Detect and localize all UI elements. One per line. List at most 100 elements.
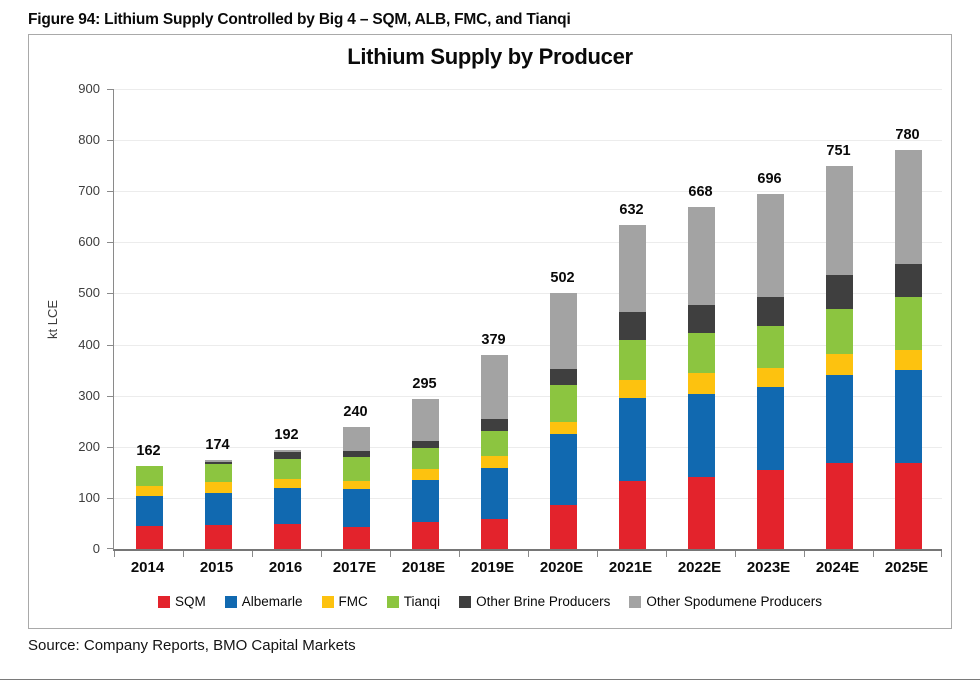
bar-stack-2023e (756, 194, 784, 549)
bar-segment-tianqi (825, 309, 853, 354)
legend-swatch (629, 595, 642, 608)
bar-segment-fmc (687, 373, 715, 394)
x-axis-tick (321, 551, 322, 557)
bar-segment-tianqi (342, 457, 370, 481)
legend-item-sqm: SQM (158, 594, 206, 609)
bar-segment-fmc (618, 380, 646, 398)
bar-stack-2017e (342, 427, 370, 549)
bar-stack-2024e (825, 166, 853, 549)
x-axis-tick-label: 2017E (332, 559, 377, 576)
bar-segment-albemarle (480, 468, 508, 519)
x-axis-tick (873, 551, 874, 557)
bar-segment-albemarle (825, 375, 853, 463)
bar-segment-tianqi (618, 340, 646, 380)
legend-label: SQM (175, 594, 206, 609)
bar-total-label: 751 (826, 143, 851, 159)
gridline-600 (114, 242, 942, 244)
bar-segment-sqm (894, 463, 922, 549)
x-axis-tick (804, 551, 805, 557)
bar-total-label: 668 (688, 184, 713, 200)
y-axis-tick (107, 242, 114, 244)
bar-segment-other-spodumene-producers (204, 460, 232, 462)
legend-swatch (459, 595, 472, 608)
bar-segment-other-spodumene-producers (480, 355, 508, 419)
y-axis-tick-label: 0 (92, 541, 100, 556)
bar-total-label: 162 (136, 443, 161, 459)
bar-segment-sqm (618, 481, 646, 549)
x-axis-tick (735, 551, 736, 557)
legend-label: Other Spodumene Producers (646, 594, 822, 609)
bar-total-label: 240 (343, 404, 368, 420)
bar-total-label: 502 (550, 270, 575, 286)
bar-segment-albemarle (756, 387, 784, 470)
bar-segment-tianqi (480, 431, 508, 456)
y-axis-tick-label: 300 (78, 387, 100, 403)
legend-label: Albemarle (241, 594, 303, 609)
bar-segment-other-brine-producers (894, 264, 922, 297)
bar-segment-fmc (549, 422, 577, 434)
y-axis-tick-label: 200 (78, 438, 100, 454)
bar-segment-other-spodumene-producers (549, 293, 577, 369)
bar-segment-sqm (549, 505, 577, 549)
bar-segment-fmc (894, 350, 922, 370)
bar-segment-albemarle (342, 489, 370, 527)
bar-segment-other-brine-producers (687, 305, 715, 333)
chart-title: Lithium Supply by Producer (347, 44, 633, 69)
bar-segment-other-spodumene-producers (342, 427, 370, 451)
bar-total-label: 632 (619, 202, 644, 218)
y-axis-tick (107, 344, 114, 346)
legend-item-albemarle: Albemarle (224, 594, 303, 609)
gridline-100 (114, 497, 942, 499)
bar-segment-sqm (135, 526, 163, 549)
y-axis-tick-label: 800 (78, 132, 100, 148)
x-axis-tick (597, 551, 598, 557)
chart-panel: Lithium Supply by Producer kt LCE 0 100 20… (28, 34, 952, 629)
bar-segment-albemarle (894, 370, 922, 463)
bar-segment-albemarle (411, 480, 439, 522)
bar-stack-2019e (480, 355, 508, 549)
bar-stack-2014 (135, 466, 163, 549)
plot-area: 162 174 192 240 295 379 502 632 668 696 751 780 (107, 89, 942, 557)
bar-segment-other-brine-producers (480, 419, 508, 431)
bar-segment-tianqi (273, 459, 301, 479)
y-axis-tick-label: 700 (78, 183, 100, 199)
y-axis-tick-label: 600 (78, 234, 100, 250)
bar-segment-other-spodumene-producers (411, 399, 439, 441)
bar-segment-sqm (204, 525, 232, 549)
bottom-divider (0, 679, 980, 680)
bar-segment-fmc (342, 481, 370, 489)
bar-segment-tianqi (411, 448, 439, 469)
bar-segment-fmc (756, 368, 784, 387)
x-axis-tick (666, 551, 667, 557)
bar-segment-sqm (411, 522, 439, 549)
bar-segment-tianqi (549, 385, 577, 422)
bar-segment-sqm (342, 527, 370, 549)
y-axis-tick (107, 293, 114, 295)
bar-segment-tianqi (756, 326, 784, 368)
y-axis-tick (107, 395, 114, 397)
x-axis-tick-label: 2024E (815, 559, 860, 576)
gridline-500 (114, 293, 942, 295)
x-axis-tick-label: 2022E (677, 559, 722, 576)
gridline-300 (114, 395, 942, 397)
x-axis-tick-label: 2014 (130, 559, 165, 576)
x-axis-tick-label: 2025E (884, 559, 929, 576)
bar-segment-tianqi (135, 466, 163, 486)
y-axis-tick (107, 140, 114, 142)
x-axis-tick-label: 2015 (199, 559, 234, 576)
bar-segment-sqm (825, 463, 853, 549)
bar-segment-sqm (756, 470, 784, 549)
y-axis-tick-label: 400 (78, 336, 100, 352)
bar-segment-other-brine-producers (273, 452, 301, 459)
x-axis-tick (390, 551, 391, 557)
bar-segment-other-brine-producers (342, 451, 370, 457)
bar-segment-other-spodumene-producers (273, 450, 301, 452)
bar-stack-2025e (894, 150, 922, 549)
gridline-700 (114, 191, 942, 193)
x-axis-tick (183, 551, 184, 557)
legend-swatch (224, 595, 237, 608)
x-axis-tick-label: 2016 (268, 559, 303, 576)
bar-total-label: 780 (895, 127, 920, 143)
bar-segment-other-brine-producers (411, 441, 439, 448)
gridline-900 (114, 89, 942, 90)
